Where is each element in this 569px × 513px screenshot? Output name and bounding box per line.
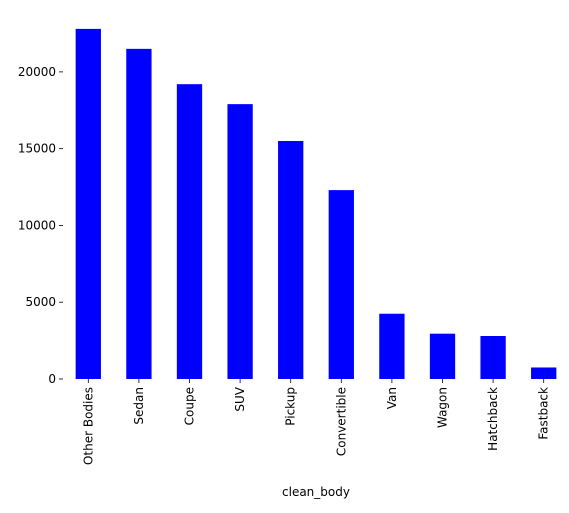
x-tick-label: Other Bodies — [81, 387, 95, 465]
x-tick-label: Fastback — [537, 387, 551, 440]
x-axis-label: clean_body — [282, 485, 350, 499]
x-tick-label: Convertible — [334, 387, 348, 456]
bar-sedan — [126, 48, 152, 380]
x-tick-label: SUV — [233, 386, 247, 411]
x-tick-label: Van — [385, 387, 399, 409]
bar-hatchback — [480, 336, 506, 379]
x-tick-label: Coupe — [183, 387, 197, 425]
y-tick-label: 10000 — [18, 218, 56, 232]
x-axis: Other Bodies Sedan Coupe SUV Pickup Convertib… — [81, 379, 551, 465]
bar-van — [379, 313, 405, 379]
bar-pickup — [278, 140, 304, 379]
x-tick-label: Sedan — [132, 387, 146, 425]
x-tick-label: Wagon — [436, 387, 450, 428]
y-tick-label: 20000 — [18, 65, 56, 79]
x-tick-label: Hatchback — [486, 387, 500, 451]
y-axis: 0 5000 10000 15000 20000 — [18, 65, 63, 386]
bars-layer — [75, 28, 557, 380]
bar-other-bodies — [75, 28, 101, 380]
bar-coupe — [176, 84, 203, 380]
x-tick-label: Pickup — [284, 387, 298, 426]
y-tick-label: 5000 — [25, 295, 56, 309]
bar-suv — [227, 104, 253, 380]
y-tick-label: 0 — [48, 372, 56, 386]
bar-wagon — [429, 333, 456, 379]
y-tick-label: 15000 — [18, 142, 56, 156]
bar-convertible — [328, 190, 354, 379]
bar-fastback — [531, 367, 557, 379]
